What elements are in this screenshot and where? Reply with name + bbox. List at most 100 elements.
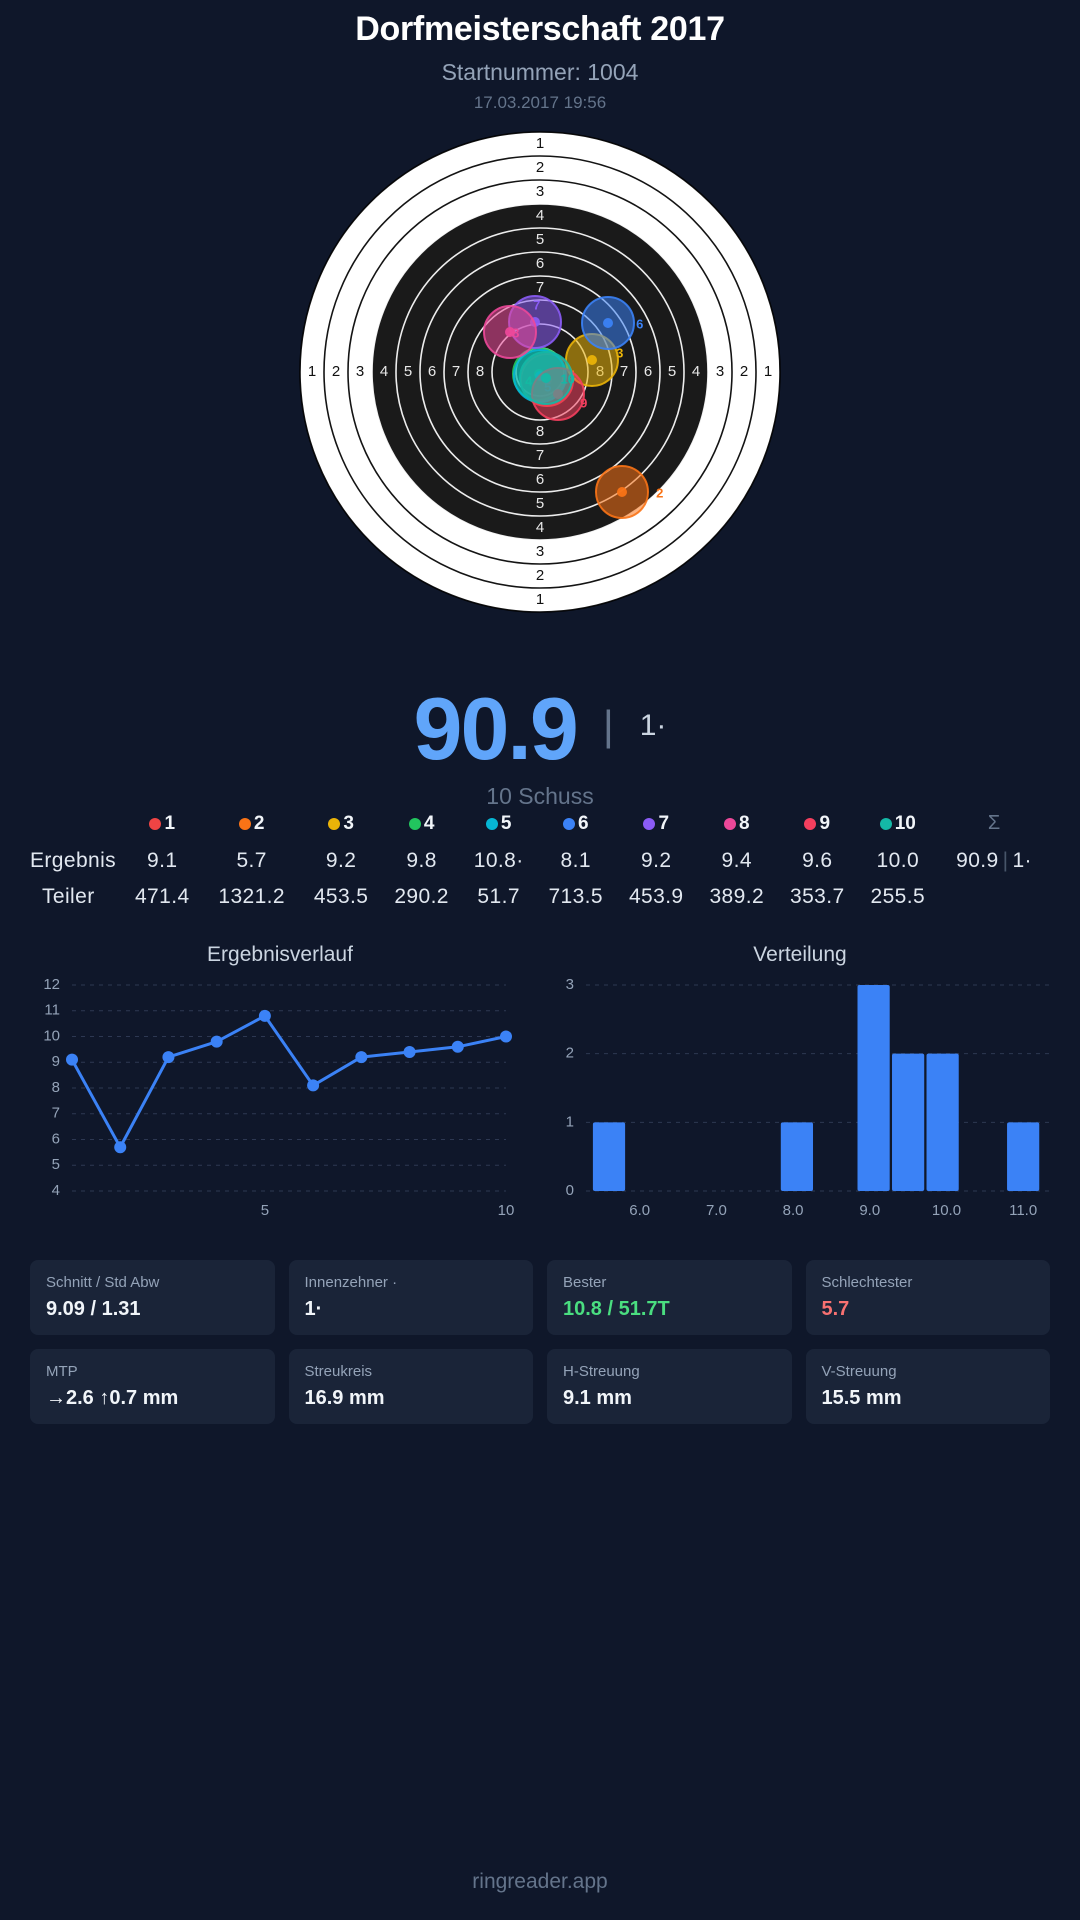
stat-card-label: Schlechtester bbox=[821, 1274, 913, 1291]
svg-text:8: 8 bbox=[536, 423, 544, 440]
svg-text:3: 3 bbox=[616, 345, 623, 360]
stat-card-value: 10.8 / 51.7T bbox=[563, 1298, 670, 1320]
svg-text:2: 2 bbox=[656, 485, 663, 500]
svg-text:4: 4 bbox=[536, 207, 544, 224]
bar-chart-svg: 0 1 2 3 6.0 7.0 8.0 9.0 10.0 11.0 bbox=[566, 976, 1050, 1219]
target-diagram: 1234567876543211234567887654321123456789… bbox=[299, 131, 781, 613]
svg-text:10: 10 bbox=[43, 1027, 60, 1044]
svg-text:2: 2 bbox=[566, 1045, 574, 1062]
shot-table: 1 2 3 4 5 6 7 8 9 10 Σ Ergebnis 9.1 5.7 9.2 9.8 10.8· 8.1… bbox=[30, 812, 1050, 909]
shot-table-container: 1 2 3 4 5 6 7 8 9 10 Σ Ergebnis 9.1 5.7 9.2 9.8 10.8· 8.1… bbox=[0, 812, 1080, 909]
svg-text:6: 6 bbox=[52, 1130, 60, 1147]
shot-table-header-row: 1 2 3 4 5 6 7 8 9 10 Σ bbox=[30, 812, 1050, 841]
svg-text:11.0: 11.0 bbox=[1009, 1202, 1037, 1219]
svg-text:10: 10 bbox=[560, 371, 574, 386]
shot-legend-7[interactable]: 7 bbox=[616, 812, 697, 841]
stat-card-value: 15.5 mm bbox=[821, 1387, 902, 1409]
shot-legend-6[interactable]: 6 bbox=[535, 812, 616, 841]
svg-text:7: 7 bbox=[533, 297, 540, 312]
footer-brand: ringreader.app bbox=[472, 1870, 608, 1893]
sum-separator: | bbox=[1002, 849, 1009, 872]
svg-text:5: 5 bbox=[52, 1156, 60, 1173]
shot-legend-8[interactable]: 8 bbox=[697, 812, 778, 841]
svg-text:1: 1 bbox=[308, 363, 316, 380]
stat-card-value: 1· bbox=[304, 1298, 323, 1320]
shot-legend-2[interactable]: 2 bbox=[203, 812, 301, 841]
teiler-value-9: 353.7 bbox=[789, 885, 845, 908]
stat-card-2: Innenzehner · 1· bbox=[288, 1260, 533, 1335]
stat-card-6: Streukreis 16.9 mm bbox=[288, 1349, 533, 1424]
svg-text:12: 12 bbox=[43, 976, 60, 993]
stat-card-label: V-Streuung bbox=[821, 1363, 897, 1380]
legend-label: 10 bbox=[894, 812, 916, 834]
teiler-value-6: 713.5 bbox=[548, 885, 603, 908]
svg-text:7: 7 bbox=[452, 363, 460, 380]
svg-text:3: 3 bbox=[716, 363, 724, 380]
stat-card-label: Innenzehner · bbox=[304, 1274, 398, 1291]
legend-label: 5 bbox=[500, 812, 512, 834]
teiler-value-4: 290.2 bbox=[394, 885, 449, 908]
shot-legend-9[interactable]: 9 bbox=[777, 812, 858, 841]
legend-label: 4 bbox=[423, 812, 435, 834]
stat-card-5: MTP →2.6 ↑0.7 mm bbox=[30, 1349, 275, 1424]
ergebnis-value-3: 9.2 bbox=[325, 849, 357, 872]
svg-text:5: 5 bbox=[536, 495, 544, 512]
shot-count-label: 10 Schuss bbox=[486, 783, 594, 809]
legend-label: 7 bbox=[658, 812, 670, 834]
shot-legend-1[interactable]: 1 bbox=[122, 812, 203, 841]
stat-card-value: 9.1 mm bbox=[563, 1387, 632, 1409]
svg-text:1: 1 bbox=[536, 591, 544, 608]
svg-text:10: 10 bbox=[498, 1202, 515, 1219]
svg-text:9: 9 bbox=[52, 1053, 60, 1070]
legend-dot-icon bbox=[643, 817, 656, 830]
svg-text:5: 5 bbox=[536, 231, 544, 248]
ergebnis-value-4: 9.8 bbox=[406, 849, 437, 872]
legend-label: 6 bbox=[577, 812, 589, 834]
shot-legend-4[interactable]: 4 bbox=[381, 812, 462, 841]
teiler-value-1: 471.4 bbox=[134, 885, 190, 908]
legend-dot-icon bbox=[149, 817, 162, 830]
ergebnis-value-7: 9.2 bbox=[641, 849, 672, 872]
teiler-sum-empty bbox=[938, 881, 1050, 909]
svg-text:2: 2 bbox=[536, 159, 544, 176]
svg-text:6.0: 6.0 bbox=[629, 1202, 650, 1219]
stat-card-3: Bester 10.8 / 51.7T bbox=[547, 1260, 792, 1335]
stat-card-label: Bester bbox=[563, 1274, 607, 1291]
svg-text:8: 8 bbox=[476, 363, 484, 380]
stat-card-value: 5.7 bbox=[821, 1298, 850, 1320]
legend-label: 8 bbox=[738, 812, 750, 834]
svg-text:7: 7 bbox=[536, 447, 544, 464]
legend-dot-icon bbox=[723, 817, 736, 830]
svg-text:5: 5 bbox=[668, 363, 676, 380]
ergebnis-value-9: 9.6 bbox=[802, 849, 833, 872]
svg-text:3: 3 bbox=[356, 363, 364, 380]
svg-text:3: 3 bbox=[566, 976, 574, 993]
stat-card-7: H-Streuung 9.1 mm bbox=[547, 1349, 792, 1424]
svg-text:6: 6 bbox=[536, 471, 544, 488]
stat-card-label: Streukreis bbox=[304, 1363, 373, 1380]
teiler-value-2: 1321.2 bbox=[218, 885, 285, 908]
svg-text:8: 8 bbox=[52, 1079, 60, 1096]
svg-text:5: 5 bbox=[261, 1202, 269, 1219]
start-number: Startnummer: 1004 bbox=[441, 59, 639, 85]
shot-legend-5[interactable]: 5 bbox=[462, 812, 536, 841]
ergebnis-value-1: 9.1 bbox=[147, 849, 178, 872]
svg-text:6: 6 bbox=[536, 255, 544, 272]
target-container: 1234567876543211234567887654321123456789… bbox=[0, 127, 1080, 637]
shot-legend-10[interactable]: 10 bbox=[858, 812, 939, 841]
stat-card-8: V-Streuung 15.5 mm bbox=[805, 1349, 1050, 1424]
inner-ten-count: 1· bbox=[639, 709, 667, 742]
stat-card-4: Schlechtester 5.7 bbox=[805, 1260, 1050, 1335]
table-row-ergebnis: Ergebnis 9.1 5.7 9.2 9.8 10.8· 8.1 9.2 9.4 9.6 10.… bbox=[30, 841, 1050, 881]
charts-row: Ergebnisverlauf 12 11 10 9 8 7 6 5 4 5 10 Verteilu… bbox=[0, 943, 1080, 1230]
shot-legend-3[interactable]: 3 bbox=[301, 812, 382, 841]
legend-dot-icon bbox=[485, 817, 498, 830]
svg-text:7.0: 7.0 bbox=[706, 1202, 727, 1219]
svg-text:9.0: 9.0 bbox=[859, 1202, 880, 1219]
svg-text:11: 11 bbox=[44, 1002, 60, 1019]
svg-text:4: 4 bbox=[692, 363, 700, 380]
ergebnis-value-2: 5.7 bbox=[236, 849, 267, 872]
svg-text:3: 3 bbox=[536, 183, 544, 200]
svg-text:0: 0 bbox=[566, 1182, 574, 1199]
legend-dot-icon bbox=[804, 817, 817, 830]
